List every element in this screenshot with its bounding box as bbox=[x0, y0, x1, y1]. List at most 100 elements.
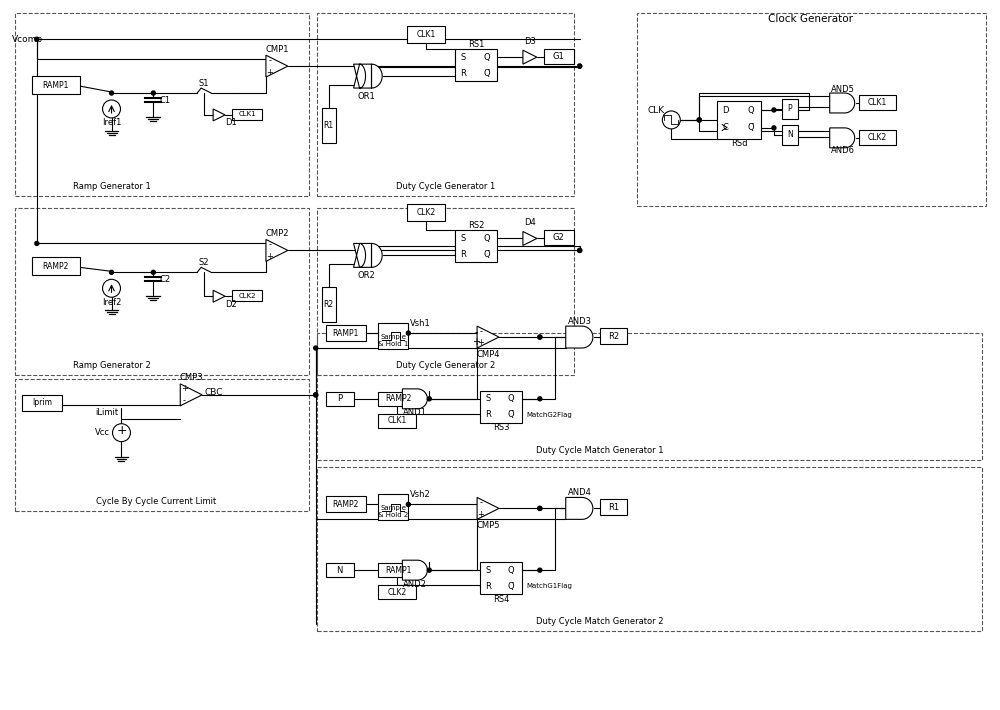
FancyBboxPatch shape bbox=[859, 95, 896, 110]
Circle shape bbox=[35, 37, 39, 41]
Text: OR1: OR1 bbox=[358, 92, 375, 101]
Polygon shape bbox=[180, 384, 202, 406]
Text: R: R bbox=[460, 250, 466, 259]
FancyBboxPatch shape bbox=[782, 99, 798, 119]
Circle shape bbox=[103, 279, 120, 297]
Text: CLK2: CLK2 bbox=[417, 207, 436, 217]
FancyBboxPatch shape bbox=[326, 392, 354, 406]
FancyBboxPatch shape bbox=[717, 101, 761, 139]
Text: G1: G1 bbox=[553, 52, 565, 61]
Text: CLK2: CLK2 bbox=[238, 293, 256, 299]
Text: S: S bbox=[460, 234, 465, 243]
Text: RAMP1: RAMP1 bbox=[43, 80, 69, 89]
Text: RAMP2: RAMP2 bbox=[43, 262, 69, 271]
Text: Duty Cycle Generator 1: Duty Cycle Generator 1 bbox=[396, 182, 495, 191]
Text: Q: Q bbox=[747, 106, 754, 114]
Text: D: D bbox=[722, 106, 729, 114]
Text: RAMP2: RAMP2 bbox=[385, 394, 412, 403]
Text: & Hold 1: & Hold 1 bbox=[378, 341, 409, 347]
Circle shape bbox=[406, 503, 410, 506]
Text: CBC: CBC bbox=[204, 388, 223, 398]
Text: R1: R1 bbox=[608, 503, 619, 512]
Text: -: - bbox=[183, 396, 186, 405]
Text: Duty Cycle Match Generator 2: Duty Cycle Match Generator 2 bbox=[536, 617, 663, 626]
Circle shape bbox=[151, 271, 155, 274]
Text: +: + bbox=[116, 424, 127, 437]
Text: -: - bbox=[268, 240, 271, 249]
Circle shape bbox=[538, 568, 542, 572]
Text: R: R bbox=[485, 581, 491, 591]
FancyBboxPatch shape bbox=[407, 26, 445, 43]
Text: -: - bbox=[480, 498, 483, 507]
Text: AND2: AND2 bbox=[403, 579, 427, 589]
Text: Iref2: Iref2 bbox=[102, 297, 121, 307]
Circle shape bbox=[110, 271, 114, 274]
Text: Vcomp: Vcomp bbox=[12, 35, 43, 44]
Text: Q̅: Q̅ bbox=[483, 69, 490, 77]
Text: Q: Q bbox=[508, 394, 515, 403]
Polygon shape bbox=[402, 560, 427, 580]
FancyBboxPatch shape bbox=[544, 231, 574, 246]
Text: CMP4: CMP4 bbox=[476, 349, 500, 359]
Text: Sample: Sample bbox=[380, 506, 406, 511]
Circle shape bbox=[538, 335, 542, 339]
Text: iLimit: iLimit bbox=[95, 408, 118, 417]
FancyBboxPatch shape bbox=[326, 496, 366, 513]
Circle shape bbox=[113, 424, 130, 442]
Text: N: N bbox=[787, 131, 793, 139]
Text: RS1: RS1 bbox=[468, 40, 484, 49]
Text: Sample: Sample bbox=[380, 334, 406, 340]
FancyBboxPatch shape bbox=[232, 109, 262, 120]
Polygon shape bbox=[523, 231, 537, 246]
Circle shape bbox=[314, 393, 318, 397]
Text: Iprim: Iprim bbox=[32, 398, 52, 408]
Text: +: + bbox=[181, 384, 188, 393]
Text: Clock Generator: Clock Generator bbox=[768, 14, 853, 24]
Text: C2: C2 bbox=[160, 275, 171, 284]
Text: RS2: RS2 bbox=[468, 221, 484, 230]
FancyBboxPatch shape bbox=[22, 395, 62, 411]
FancyBboxPatch shape bbox=[480, 391, 522, 422]
Text: R: R bbox=[460, 69, 466, 77]
Polygon shape bbox=[477, 326, 499, 348]
Text: C1: C1 bbox=[160, 96, 171, 104]
FancyBboxPatch shape bbox=[455, 231, 497, 263]
Text: CLK: CLK bbox=[647, 106, 665, 116]
Circle shape bbox=[662, 111, 680, 129]
Text: RAMP2: RAMP2 bbox=[332, 500, 359, 509]
Text: Ramp Generator 2: Ramp Generator 2 bbox=[73, 361, 150, 370]
Polygon shape bbox=[266, 239, 288, 261]
Circle shape bbox=[406, 331, 410, 335]
Text: S: S bbox=[485, 394, 490, 403]
Text: CMP1: CMP1 bbox=[265, 45, 289, 54]
Polygon shape bbox=[213, 109, 225, 121]
Text: D3: D3 bbox=[524, 37, 536, 45]
FancyBboxPatch shape bbox=[859, 130, 896, 145]
Text: N: N bbox=[336, 566, 343, 574]
FancyBboxPatch shape bbox=[407, 204, 445, 221]
Text: R2: R2 bbox=[324, 300, 334, 309]
Text: S: S bbox=[485, 566, 490, 574]
Text: AND6: AND6 bbox=[831, 146, 855, 155]
Text: S: S bbox=[460, 53, 465, 62]
Text: CLK1: CLK1 bbox=[238, 111, 256, 117]
FancyBboxPatch shape bbox=[232, 290, 262, 301]
Text: AND5: AND5 bbox=[831, 84, 855, 94]
Text: Q: Q bbox=[483, 234, 490, 243]
Polygon shape bbox=[213, 290, 225, 302]
Text: Q̅: Q̅ bbox=[483, 250, 490, 259]
Text: G2: G2 bbox=[553, 234, 565, 242]
Circle shape bbox=[578, 64, 582, 68]
Circle shape bbox=[35, 241, 39, 246]
Circle shape bbox=[578, 248, 582, 252]
Text: CLK2: CLK2 bbox=[868, 133, 887, 142]
Text: CLK1: CLK1 bbox=[868, 98, 887, 107]
Circle shape bbox=[538, 506, 542, 510]
FancyBboxPatch shape bbox=[322, 108, 336, 143]
Circle shape bbox=[103, 100, 120, 118]
FancyBboxPatch shape bbox=[480, 562, 522, 594]
Text: CLK1: CLK1 bbox=[388, 416, 407, 425]
Text: P: P bbox=[788, 104, 792, 114]
Text: -: - bbox=[474, 327, 478, 337]
Circle shape bbox=[538, 335, 542, 339]
